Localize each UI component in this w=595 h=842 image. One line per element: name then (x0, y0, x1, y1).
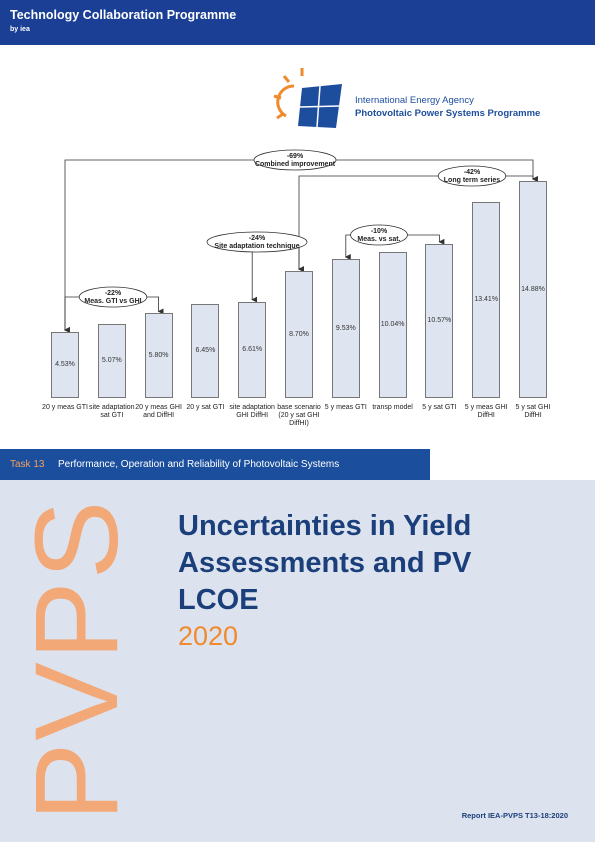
annotation-text: Meas. GTI vs GHI (84, 298, 141, 305)
bar (238, 301, 267, 398)
bar (285, 271, 313, 398)
value-label: 6.61% (242, 345, 263, 353)
bar (331, 259, 360, 398)
x-tick-label: base scenario (20 y sat GHI DiffHI) (277, 404, 321, 427)
value-label: 4.53% (55, 360, 75, 368)
bracket (298, 175, 538, 273)
value-label: 10.57% (427, 316, 452, 324)
cover-year: 2020 (178, 621, 239, 651)
value-label: 8.70% (289, 330, 309, 338)
task-number: Task 13 (10, 459, 45, 470)
report-id: Report IEA-PVPS T13-18:2020 (461, 811, 568, 820)
logo-icon (273, 68, 342, 128)
annotation-text: Combined improvement (255, 161, 336, 168)
bar (378, 251, 407, 398)
annotation-text: Meas. vs sat. (357, 236, 400, 243)
value-label: 14.88% (521, 285, 545, 293)
annotations: -69%Combined improvement -42%Long term se… (64, 149, 538, 333)
header-byline: by iea (10, 26, 30, 33)
annotation-text: Long term series (444, 177, 501, 184)
annotation-bubble (437, 165, 507, 187)
annotation-bubble (350, 224, 408, 246)
value-label: 10.04% (380, 320, 405, 328)
brand: PVPS (11, 498, 143, 822)
title-line: Uncertainties in Yield (178, 510, 472, 542)
header-title: Technology Collaboration Programme (10, 8, 237, 22)
x-tick-label: 5 y sat GTI (422, 404, 457, 411)
annotation-change: -42% (464, 169, 481, 176)
annotation-bubble (253, 149, 337, 171)
cover-title: Uncertainties in Yield Assessments and P… (178, 508, 471, 619)
x-tick-label: 20 y sat GTI (186, 404, 225, 411)
bar (191, 303, 220, 398)
value-label: 5.07% (101, 357, 122, 365)
x-tick-label: 5 y meas GHI DiffHI (464, 404, 508, 419)
task-name: Performance, Operation and Reliability o… (58, 459, 340, 470)
task-bar: Task 13 Performance, Operation and Relia… (0, 449, 430, 480)
value-label: 6.45% (195, 346, 216, 354)
bar (51, 331, 79, 398)
annotation-change: -10% (371, 228, 388, 235)
x-tick-label: 20 y meas GHI and DiffHI (135, 404, 182, 419)
title-line: Assessments and PV (178, 547, 472, 579)
cover-panel: PVPS Uncertainties in Yield Assessments … (0, 480, 595, 842)
annotation-change: -69% (287, 153, 304, 160)
x-tick-label: site adaptation GHI DiffHI (229, 404, 275, 419)
x-tick-label: site adaptation sat GTI (89, 404, 135, 419)
logo-line1: International Energy Agency (355, 95, 474, 106)
chart: -69% Combined improvement -42% Long term se… (42, 149, 551, 427)
annotation-bubble (78, 286, 148, 308)
header-bar: Technology Collaboration Programme by ie… (0, 0, 595, 45)
value-label: 9.53% (335, 324, 356, 332)
bar (519, 181, 547, 398)
bar (97, 324, 126, 398)
bar (144, 313, 173, 398)
value-label: 13.41% (474, 296, 499, 304)
x-tick-label: 5 y sat GHI DiffHI (515, 404, 551, 419)
bar (472, 202, 501, 398)
logo-line2: Photovoltaic Power Systems Programme (355, 108, 541, 119)
annotation-bubble (206, 231, 308, 253)
annotation-text: Site adaptation technique (214, 243, 299, 250)
value-label: 5.80% (148, 351, 169, 359)
annotation-change: -24% (249, 235, 266, 242)
annotation-change: -22% (105, 290, 122, 297)
title-line: LCOE (178, 584, 259, 616)
x-tick-label: transp model (372, 404, 413, 411)
x-tick-label: 20 y meas GTI (42, 404, 88, 411)
bar (425, 243, 454, 398)
x-tick-label: 5 y meas GTI (324, 404, 367, 411)
